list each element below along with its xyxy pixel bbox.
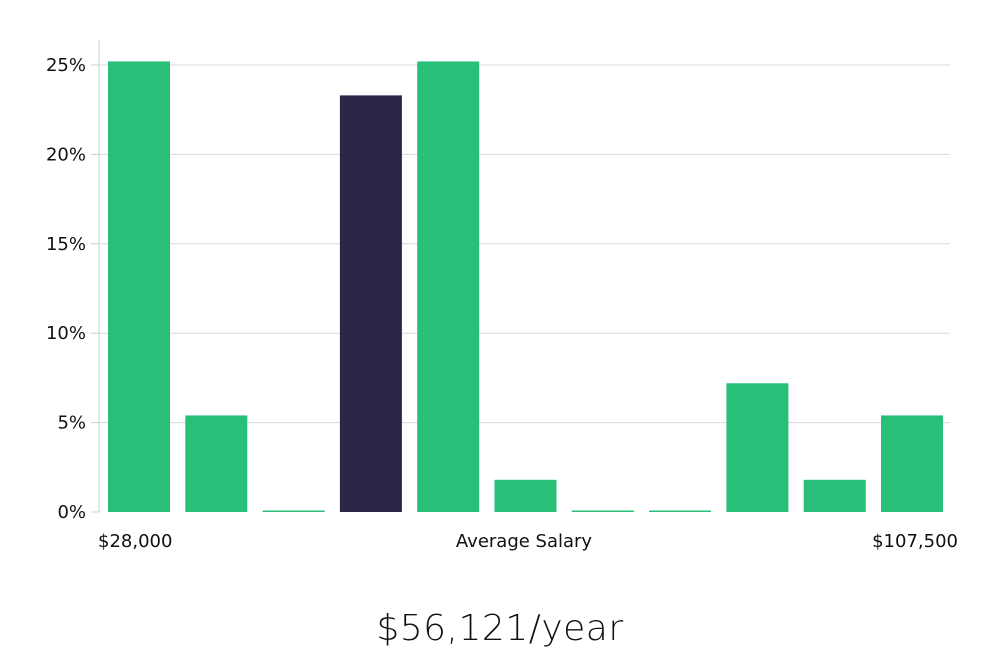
bar — [649, 510, 712, 512]
y-axis-ticks: 0% 5% 10% 15% 20% 25% — [46, 55, 99, 523]
x-axis-title: Average Salary — [456, 531, 593, 552]
average-salary-value: $56,121/year — [376, 608, 624, 649]
y-tick-label: 5% — [57, 413, 86, 434]
bar — [726, 383, 789, 512]
y-tick-label: 10% — [46, 323, 86, 344]
gridlines — [99, 64, 950, 424]
x-max-label: $107,500 — [872, 531, 958, 552]
bar — [803, 479, 866, 512]
bar — [881, 415, 943, 512]
y-tick-label: 25% — [46, 55, 86, 76]
bar-highlighted — [339, 95, 402, 513]
bar — [262, 510, 325, 512]
y-tick-label: 0% — [57, 502, 86, 523]
bar — [185, 415, 248, 512]
bar — [108, 61, 170, 512]
salary-histogram: 0%5%10%15%20%25% $28,000 Average Salary … — [46, 40, 958, 552]
y-tick-label: 15% — [46, 234, 86, 255]
bar — [571, 510, 634, 512]
bar — [494, 479, 557, 512]
y-tick-label: 20% — [46, 144, 86, 165]
bar — [417, 61, 480, 512]
x-min-label: $28,000 — [98, 531, 172, 552]
bars — [108, 61, 943, 513]
